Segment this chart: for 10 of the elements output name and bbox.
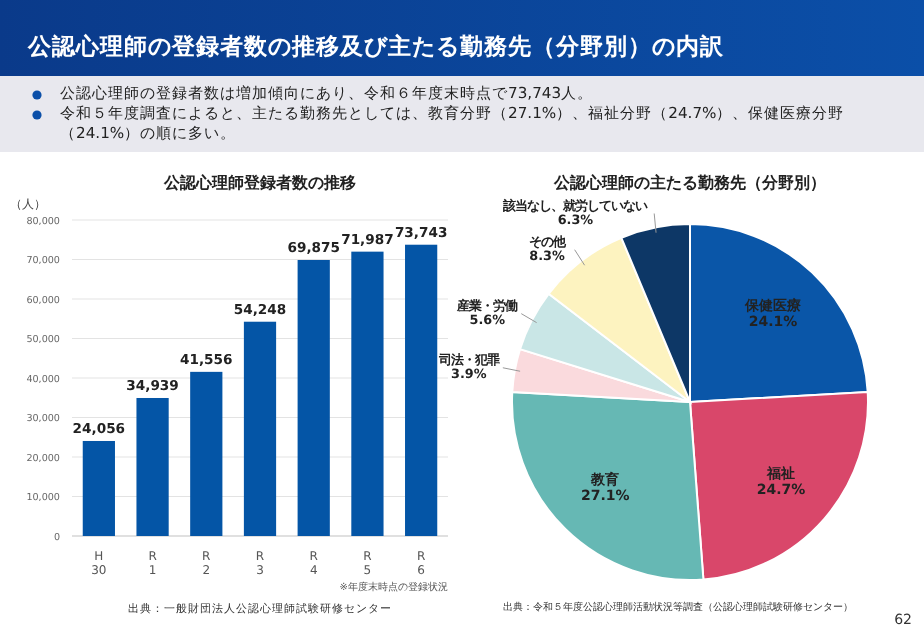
- bar: [243, 321, 277, 536]
- bar: [297, 259, 330, 536]
- bar: [82, 440, 115, 536]
- bar: [351, 251, 384, 536]
- text: 公認心理師の登録者数の推移及び主たる勤務先（分野別）の内訳: [0, 0, 924, 76]
- chart-title: 公認心理師の主たる勤務先（分野別）: [552, 172, 826, 192]
- chart-title: 公認心理師登録者数の推移: [162, 172, 356, 192]
- bar: [136, 397, 169, 536]
- bar: [190, 371, 223, 536]
- bar: [405, 244, 438, 536]
